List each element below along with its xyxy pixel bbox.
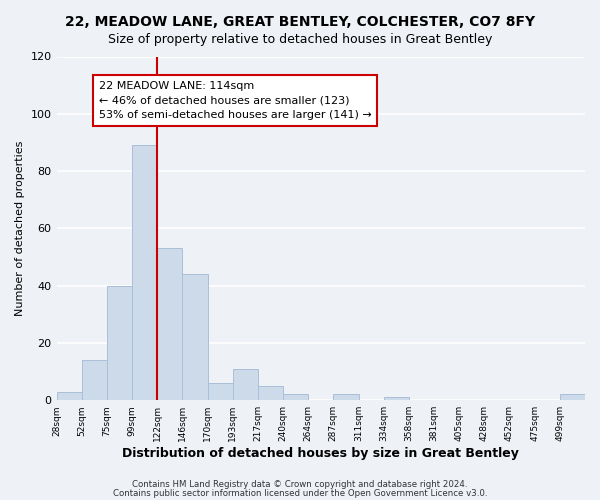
Bar [258,386,283,400]
Bar [334,394,359,400]
Bar [107,286,132,400]
Bar [283,394,308,400]
Bar [56,392,82,400]
Text: 22, MEADOW LANE, GREAT BENTLEY, COLCHESTER, CO7 8FY: 22, MEADOW LANE, GREAT BENTLEY, COLCHEST… [65,15,535,29]
Text: Contains HM Land Registry data © Crown copyright and database right 2024.: Contains HM Land Registry data © Crown c… [132,480,468,489]
Bar [233,368,258,400]
Bar [182,274,208,400]
Bar [82,360,107,400]
Bar [208,383,233,400]
Bar [383,398,409,400]
Y-axis label: Number of detached properties: Number of detached properties [15,140,25,316]
X-axis label: Distribution of detached houses by size in Great Bentley: Distribution of detached houses by size … [122,447,519,460]
Bar [132,146,157,400]
Text: Size of property relative to detached houses in Great Bentley: Size of property relative to detached ho… [108,32,492,46]
Bar [560,394,585,400]
Bar [157,248,182,400]
Text: 22 MEADOW LANE: 114sqm
← 46% of detached houses are smaller (123)
53% of semi-de: 22 MEADOW LANE: 114sqm ← 46% of detached… [99,80,371,120]
Text: Contains public sector information licensed under the Open Government Licence v3: Contains public sector information licen… [113,488,487,498]
